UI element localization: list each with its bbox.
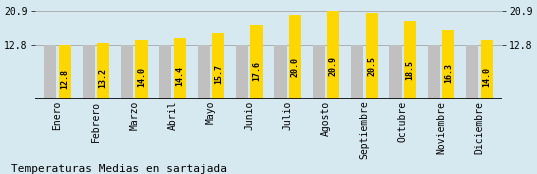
Text: 17.6: 17.6 — [252, 61, 261, 81]
Bar — [159, 45, 171, 99]
Text: 16.3: 16.3 — [444, 63, 453, 83]
Text: 12.8: 12.8 — [60, 69, 69, 89]
Bar — [313, 45, 325, 99]
Text: 14.4: 14.4 — [176, 66, 184, 86]
Bar — [389, 45, 402, 99]
Text: 20.9: 20.9 — [329, 56, 338, 76]
Bar — [121, 45, 133, 99]
Bar — [442, 30, 454, 99]
Bar — [250, 25, 263, 99]
Bar — [327, 11, 339, 99]
Text: 13.2: 13.2 — [99, 68, 108, 88]
Text: Temperaturas Medias en sartajada: Temperaturas Medias en sartajada — [11, 164, 227, 174]
Bar — [427, 45, 440, 99]
Text: 20.5: 20.5 — [367, 56, 376, 76]
Bar — [366, 13, 378, 99]
Bar — [274, 45, 287, 99]
Bar — [83, 45, 95, 99]
Bar — [59, 45, 71, 99]
Bar — [404, 21, 416, 99]
Text: 14.0: 14.0 — [482, 67, 491, 87]
Bar — [174, 38, 186, 99]
Bar — [135, 40, 148, 99]
Text: 18.5: 18.5 — [405, 60, 415, 80]
Bar — [212, 33, 224, 99]
Bar — [466, 45, 478, 99]
Bar — [481, 40, 493, 99]
Bar — [198, 45, 210, 99]
Text: 15.7: 15.7 — [214, 64, 223, 84]
Bar — [289, 15, 301, 99]
Bar — [351, 45, 363, 99]
Bar — [97, 44, 110, 99]
Text: 20.0: 20.0 — [291, 57, 300, 77]
Text: 14.0: 14.0 — [137, 67, 146, 87]
Bar — [44, 45, 56, 99]
Bar — [236, 45, 248, 99]
